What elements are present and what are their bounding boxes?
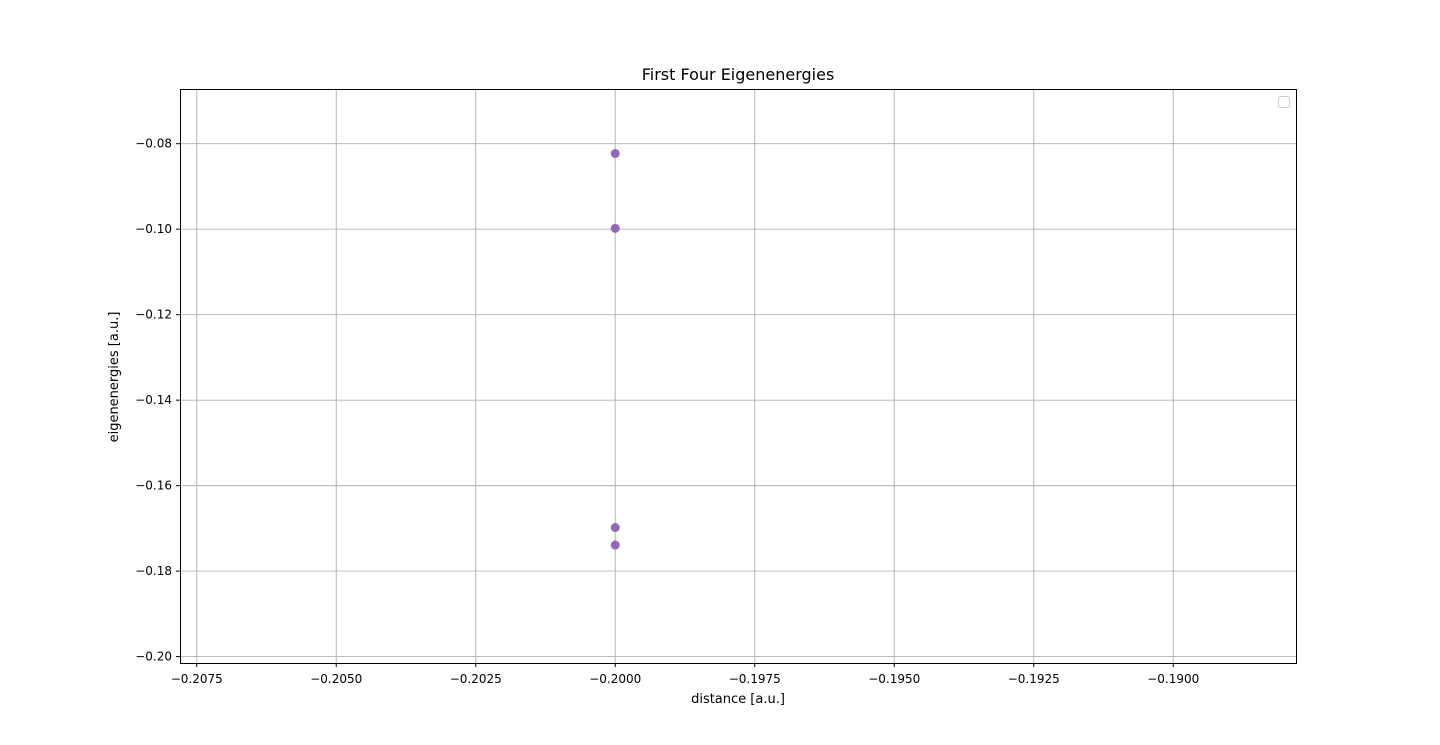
x-tick-label: −0.1950 — [868, 672, 920, 686]
y-tick-label: −0.08 — [135, 137, 172, 151]
data-points — [610, 149, 620, 550]
x-axis-label: distance [a.u.] — [691, 692, 785, 707]
x-tick-label: −0.2050 — [310, 672, 362, 686]
x-tick-label: −0.1925 — [1008, 672, 1060, 686]
x-tick-label: −0.2025 — [450, 672, 502, 686]
y-tick-label: −0.18 — [135, 564, 172, 578]
plot-frame — [180, 89, 1297, 664]
x-tick-label: −0.1900 — [1147, 672, 1199, 686]
data-point — [610, 540, 620, 550]
x-tick-label: −0.2075 — [171, 672, 223, 686]
y-tick-label: −0.16 — [135, 479, 172, 493]
plot-area — [180, 89, 1296, 663]
chart-title: First Four Eigenenergies — [642, 65, 835, 84]
grid — [180, 89, 1296, 663]
data-point — [610, 223, 620, 233]
y-axis-label: eigenenergies [a.u.] — [107, 312, 122, 443]
y-tick-label: −0.20 — [135, 650, 172, 664]
data-point — [610, 149, 620, 159]
x-axis-ticks: −0.2075 −0.2050 −0.2025 −0.2000 −0.1975 −0.19… — [171, 663, 1199, 686]
y-tick-label: −0.14 — [135, 393, 172, 407]
y-axis-ticks: −0.08 −0.10 −0.12 −0.14 −0.16 −0.18 −0.20 — [135, 137, 180, 664]
legend-box — [1278, 96, 1290, 108]
x-tick-label: −0.2000 — [589, 672, 641, 686]
y-tick-label: −0.10 — [135, 222, 172, 236]
data-point — [610, 523, 620, 533]
y-tick-label: −0.12 — [135, 308, 172, 322]
x-tick-label: −0.1975 — [729, 672, 781, 686]
